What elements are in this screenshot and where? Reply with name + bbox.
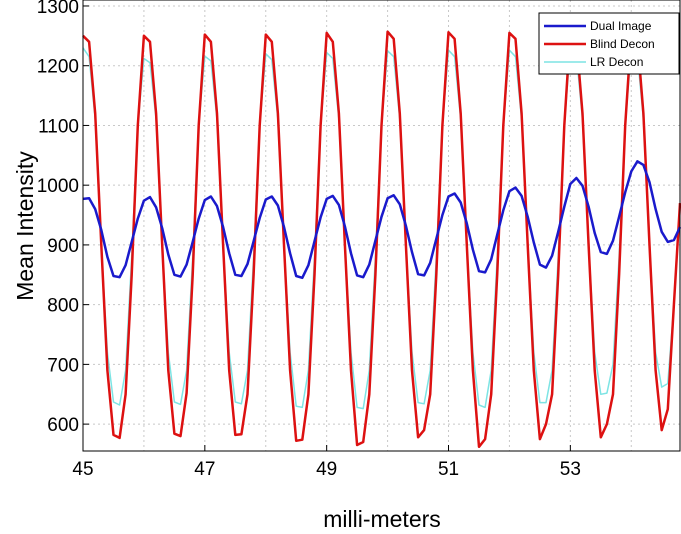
legend-label-dual-image: Dual Image: [590, 19, 652, 33]
legend: Dual Image Blind Decon LR Decon: [538, 12, 680, 75]
tick-labels: 45 47 49 51 53 600 700 800 900 1000 1100 1200 1300: [37, 0, 581, 480]
grid-lines: [82, 0, 680, 451]
y-tick-label: 900: [47, 236, 79, 257]
axis-ticks: [82, 5, 571, 451]
y-axis-title: Mean Intensity: [12, 151, 38, 301]
x-axis-title: milli-meters: [323, 506, 441, 532]
series-line-dual-image: [82, 160, 681, 280]
series-layer: [82, 29, 681, 449]
x-tick-label: 49: [316, 459, 337, 480]
y-tick-label: 1100: [38, 116, 79, 137]
y-tick-label: 800: [47, 296, 79, 317]
y-tick-label: 600: [47, 415, 79, 436]
legend-label-lr-decon: LR Decon: [590, 55, 643, 69]
y-tick-label: 700: [47, 355, 79, 376]
x-tick-label: 47: [194, 459, 215, 480]
y-tick-label: 1000: [37, 176, 79, 197]
x-tick-label: 51: [438, 459, 459, 480]
series-line-blind-decon: [82, 29, 681, 449]
legend-label-blind-decon: Blind Decon: [590, 37, 655, 51]
x-tick-label: 45: [72, 459, 93, 480]
y-tick-label: 1200: [37, 57, 79, 78]
y-tick-label: 1300: [37, 0, 79, 18]
x-tick-label: 53: [560, 459, 581, 480]
plot-frame: [82, 0, 681, 452]
